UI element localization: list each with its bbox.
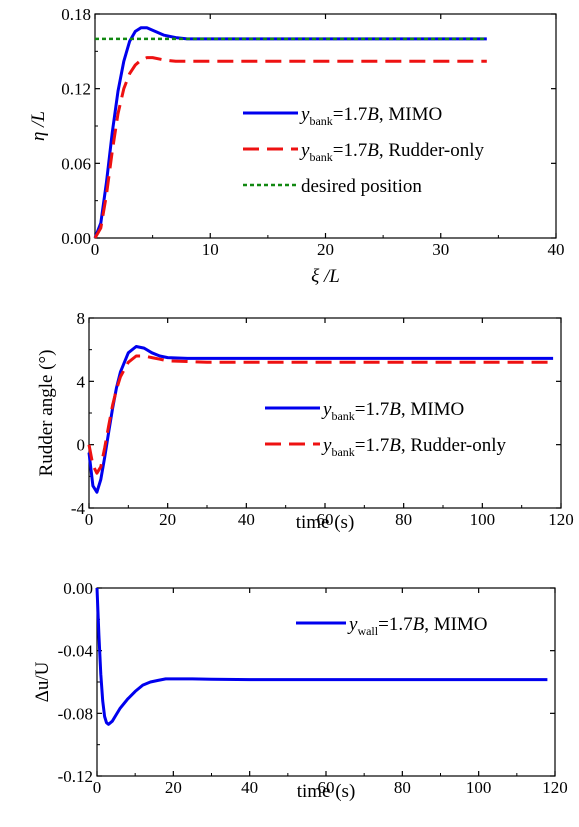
x-tick-label: 30 (432, 240, 449, 259)
x-tick-label: 20 (165, 778, 182, 797)
legend-label: ybank=1.7B, Rudder-only (321, 435, 507, 459)
x-tick-label: 120 (542, 778, 568, 797)
x-tick-label: 60 (318, 778, 335, 797)
x-tick-label: 40 (238, 510, 255, 529)
series-line-1 (95, 587, 548, 726)
x-tick-label: 100 (470, 510, 496, 529)
y-tick-label: -0.04 (58, 642, 94, 661)
y-axis-label: Δu/U (32, 661, 53, 702)
x-axis-label: ξ /L (311, 266, 340, 287)
legend-label: ybank=1.7B, MIMO (299, 104, 442, 128)
legend-label: desired position (301, 176, 422, 197)
x-tick-label: 0 (93, 778, 102, 797)
y-axis-label: Rudder angle (°) (36, 350, 57, 477)
y-tick-label: 8 (77, 309, 86, 328)
x-tick-label: 0 (91, 240, 100, 259)
legend: ywall=1.7B, MIMO (296, 614, 488, 638)
x-tick-label: 60 (317, 510, 334, 529)
x-tick-label: 0 (85, 510, 94, 529)
x-axis-label: time (s) (296, 512, 355, 533)
x-axis-label: time (s) (297, 781, 356, 802)
legend-label: ybank=1.7B, Rudder-only (299, 140, 485, 164)
series-line-1 (87, 345, 554, 494)
y-tick-label: 0.00 (61, 229, 91, 248)
series-line-2 (93, 56, 487, 239)
y-tick-label: 0.18 (61, 5, 91, 24)
chart-panel-1: 0 10 20 30 40 0.00 0.06 0.12 0.18 ξ /L η /L ybank=1… (28, 5, 565, 287)
x-tick-label: 20 (317, 240, 334, 259)
x-tick-label: 120 (548, 510, 574, 529)
x-tick-label: 20 (159, 510, 176, 529)
legend: ybank=1.7B, MIMO ybank=1.7B, Rudder-only d… (243, 104, 485, 197)
y-tick-label: -0.08 (58, 704, 93, 723)
legend-label: ybank=1.7B, MIMO (321, 399, 464, 423)
y-tick-label: -0.12 (58, 767, 93, 786)
x-tick-label: 80 (395, 510, 412, 529)
y-tick-label: 4 (77, 372, 86, 391)
y-tick-label: 0.00 (63, 579, 93, 598)
legend: ybank=1.7B, MIMO ybank=1.7B, Rudder-only (265, 399, 507, 459)
y-tick-label: -4 (71, 499, 86, 518)
chart-panel-3: 0 20 40 60 80 100 120 -0.12 -0.08 -0.04 0.00 time (… (32, 579, 568, 802)
x-tick-label: 100 (466, 778, 492, 797)
x-tick-label: 40 (241, 778, 258, 797)
y-tick-label: 0.06 (61, 154, 91, 173)
x-tick-label: 80 (394, 778, 411, 797)
x-tick-label: 40 (548, 240, 565, 259)
x-tick-label: 10 (202, 240, 219, 259)
y-tick-label: 0 (77, 436, 86, 455)
y-tick-label: 0.12 (61, 80, 91, 99)
legend-label: ywall=1.7B, MIMO (347, 614, 488, 638)
y-axis-label: η /L (28, 111, 49, 141)
